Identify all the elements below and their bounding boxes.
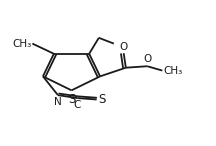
Text: S: S xyxy=(98,93,106,106)
Text: O: O xyxy=(143,54,151,64)
Text: C: C xyxy=(74,100,81,110)
Text: N: N xyxy=(54,97,62,107)
Text: S: S xyxy=(68,93,75,106)
Text: O: O xyxy=(120,42,128,52)
Text: CH₃: CH₃ xyxy=(12,39,31,49)
Text: CH₃: CH₃ xyxy=(163,66,183,76)
